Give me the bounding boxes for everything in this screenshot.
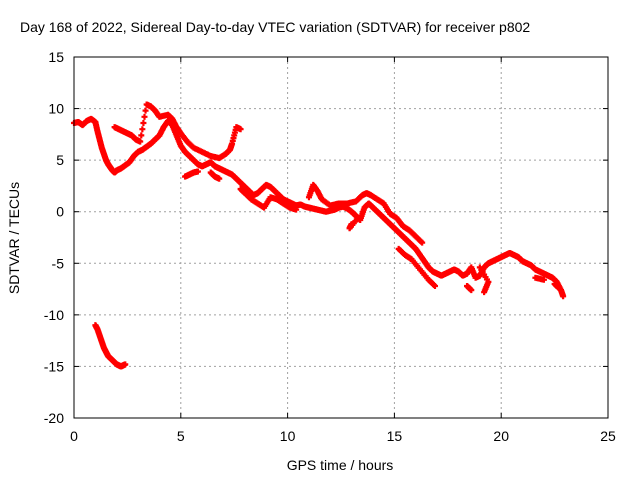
data-point xyxy=(237,126,244,133)
y-tick-label: 10 xyxy=(48,101,64,117)
tick-layer: 0 5 10 15 20 25 15 10 5 0 -5 -10 -15 -20 xyxy=(44,49,616,444)
data-point xyxy=(540,276,547,283)
plot-frame xyxy=(73,56,609,419)
x-axis-label: GPS time / hours xyxy=(287,457,394,473)
series-middle-branches xyxy=(237,181,562,296)
data-point xyxy=(194,168,201,175)
data-point xyxy=(139,126,146,133)
y-axis-label: SDTVAR / TECUs xyxy=(6,182,22,294)
data-point xyxy=(560,293,567,300)
y-tick-label: -15 xyxy=(44,358,64,374)
data-markers xyxy=(71,101,567,370)
x-tick-label: 15 xyxy=(387,428,403,444)
y-tick-label: 5 xyxy=(56,152,64,168)
y-tick-label: -20 xyxy=(44,410,64,426)
grid-layer xyxy=(74,57,608,418)
chart-title: Day 168 of 2022, Sidereal Day-to-day VTE… xyxy=(20,19,530,35)
x-tick-label: 20 xyxy=(493,428,509,444)
x-tick-label: 25 xyxy=(600,428,616,444)
y-tick-label: -10 xyxy=(44,307,64,323)
data-point xyxy=(142,107,149,114)
data-point xyxy=(468,287,475,294)
data-point xyxy=(419,239,426,246)
data-point xyxy=(293,206,300,213)
series-upper-branches xyxy=(111,101,244,182)
x-tick-label: 10 xyxy=(280,428,296,444)
data-point xyxy=(555,285,562,292)
x-tick-label: 5 xyxy=(177,428,185,444)
y-tick-label: 15 xyxy=(48,49,64,65)
data-point xyxy=(137,138,144,145)
x-tick-label: 0 xyxy=(70,428,78,444)
data-point xyxy=(355,214,362,221)
data-point xyxy=(476,264,483,271)
data-point xyxy=(138,132,145,139)
data-point xyxy=(140,120,147,127)
series-lower-left-fragment xyxy=(92,322,129,370)
data-point xyxy=(431,282,438,289)
y-tick-label: 0 xyxy=(56,204,64,220)
data-point xyxy=(216,175,223,182)
data-point xyxy=(122,361,129,368)
y-tick-label: -5 xyxy=(52,255,65,271)
data-point xyxy=(141,113,148,120)
